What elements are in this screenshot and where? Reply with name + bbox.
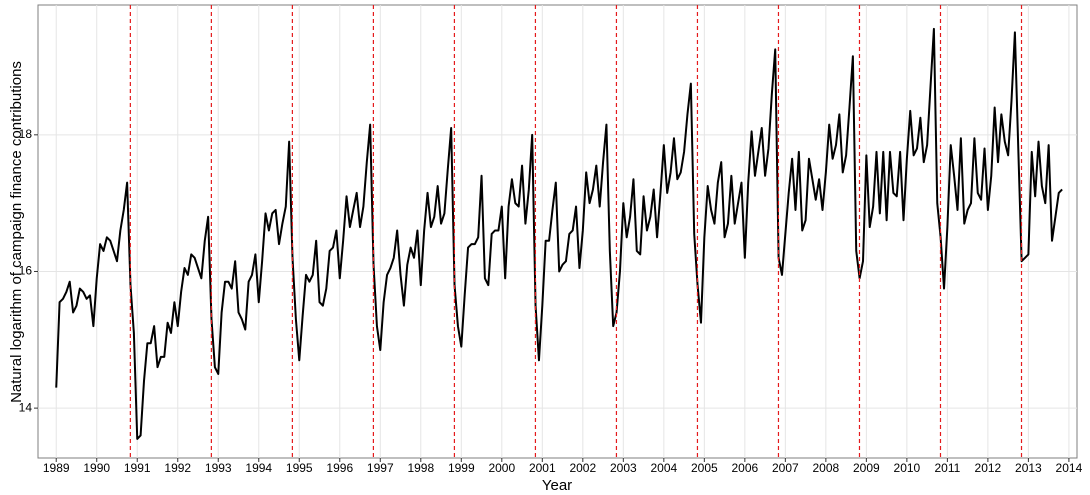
x-tick-label: 2003	[610, 461, 637, 475]
x-tick-label: 2014	[1056, 461, 1083, 475]
x-tick-label: 1996	[326, 461, 353, 475]
x-tick-label: 1991	[124, 461, 151, 475]
x-tick-label: 2004	[650, 461, 677, 475]
x-axis-title: Year	[542, 477, 572, 494]
data-line	[55, 27, 1063, 440]
x-tick-label: 1999	[448, 461, 475, 475]
x-tick-label: 1998	[407, 461, 434, 475]
y-tick-label: 16	[19, 264, 33, 278]
x-tick-label: 2012	[975, 461, 1002, 475]
y-tick-label: 18	[19, 127, 33, 141]
x-tick-label: 2008	[813, 461, 840, 475]
x-tick-label: 2001	[529, 461, 556, 475]
x-tick-label: 1994	[245, 461, 272, 475]
x-tick-label: 1992	[164, 461, 191, 475]
x-tick-label: 2011	[934, 461, 960, 475]
x-tick-label: 2005	[691, 461, 718, 475]
x-tick-label: 2002	[569, 461, 596, 475]
x-tick-label: 2006	[731, 461, 758, 475]
x-tick-label: 2013	[1015, 461, 1042, 475]
y-tick-label: 14	[19, 400, 33, 414]
x-tick-label: 1989	[43, 461, 70, 475]
x-tick-label: 2010	[894, 461, 921, 475]
x-tick-label: 2000	[488, 461, 515, 475]
x-tick-label: 1997	[367, 461, 394, 475]
x-tick-label: 1990	[83, 461, 110, 475]
x-tick-label: 2007	[772, 461, 799, 475]
x-tick-label: 1993	[205, 461, 232, 475]
x-tick-label: 1995	[286, 461, 313, 475]
y-axis-title: Natural logarithm of campaign finance co…	[8, 61, 25, 403]
x-tick-label: 2009	[853, 461, 880, 475]
